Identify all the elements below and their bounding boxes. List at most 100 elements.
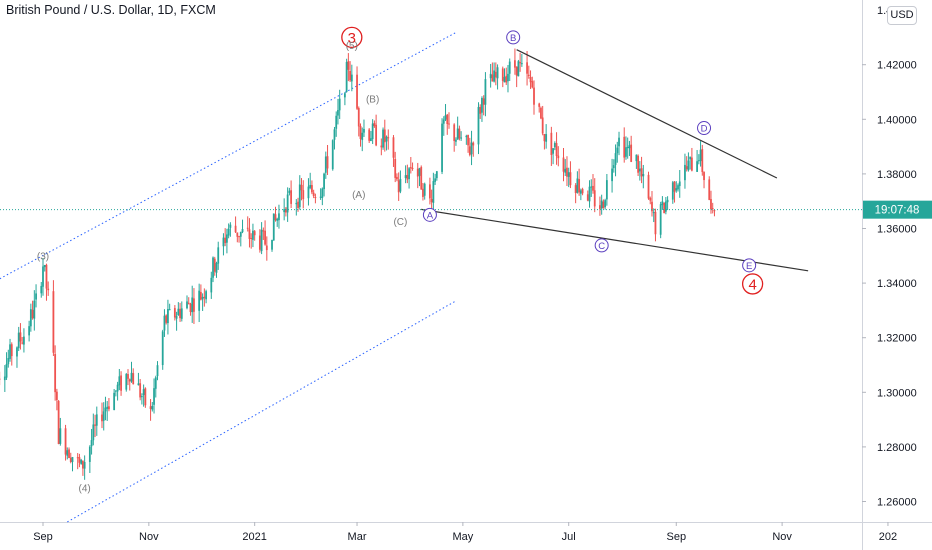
candle-body	[69, 457, 72, 462]
candle-body	[40, 285, 43, 294]
candle-body	[337, 110, 339, 116]
candle-body	[684, 164, 686, 181]
candle-body	[33, 300, 36, 319]
candle-body	[677, 185, 679, 190]
candle-body	[467, 134, 469, 146]
candle-body	[250, 237, 253, 239]
candle-body	[396, 176, 398, 180]
time-tick-label: Sep	[33, 531, 53, 543]
candle-body	[118, 376, 121, 386]
candle-body	[446, 114, 449, 125]
candle-body	[241, 229, 244, 233]
candle-body	[625, 147, 627, 157]
candle-body	[371, 123, 374, 140]
candle-body	[517, 61, 520, 77]
candle-body	[675, 188, 678, 191]
time-tick-label: Sep	[666, 531, 686, 543]
wave-3-circle	[341, 26, 363, 49]
chart-title: British Pound / U.S. Dollar, 1D, FXCM	[6, 3, 216, 17]
candle-body	[531, 81, 534, 88]
candle-body	[697, 160, 700, 162]
candle-body	[647, 174, 650, 199]
candle-body	[151, 405, 154, 410]
candle-body	[491, 74, 494, 82]
candle-body	[453, 124, 456, 142]
price-tick-label: 1.34000	[877, 278, 917, 290]
candle-body	[248, 229, 251, 239]
candle-body	[703, 172, 705, 181]
candle-body	[385, 136, 388, 142]
candle-body	[106, 406, 109, 409]
candle-body	[224, 237, 227, 244]
wave-4-label: 4	[748, 276, 756, 293]
candle-body	[108, 406, 110, 410]
candle-body	[187, 302, 190, 305]
candle-body	[638, 168, 641, 172]
candle-body	[359, 125, 362, 140]
candle-body	[545, 134, 548, 142]
wave-3-label: 3	[348, 30, 356, 47]
candle-body	[130, 372, 133, 382]
wave-A-label: A	[427, 210, 434, 221]
candle-body	[213, 258, 216, 272]
candle-body	[17, 332, 20, 349]
candle-body	[236, 232, 239, 237]
channel-lower-line	[67, 300, 457, 523]
last-price-tag-bg	[863, 200, 932, 219]
candle-body	[465, 135, 468, 138]
candle-body	[567, 172, 570, 177]
candle-body	[661, 201, 664, 206]
candle-body	[23, 336, 25, 345]
candle-body	[383, 129, 386, 143]
time-axis[interactable]: Sep Nov 2021 Mar May Jul Sep Nov 202	[33, 522, 897, 543]
candle-body	[618, 137, 620, 147]
price-axis[interactable]: 1.26000 1.28000 1.30000 1.32000 1.34000 1.360…	[862, 5, 917, 509]
candle-body	[302, 190, 305, 200]
candle-body	[199, 291, 202, 300]
price-tick-label: 1.30000	[877, 387, 917, 399]
trendline-lower	[421, 208, 809, 272]
candle-body	[600, 200, 603, 209]
candle-body	[66, 450, 69, 456]
candle-body	[335, 115, 338, 129]
candle-body	[432, 181, 435, 203]
wave-D-circle	[697, 121, 712, 136]
candle-body	[540, 107, 542, 119]
candle-body	[356, 74, 358, 109]
candle-body	[507, 73, 509, 82]
candle-body	[489, 73, 492, 79]
candle-body	[101, 414, 103, 422]
candle-body	[116, 384, 119, 392]
candle-body	[533, 87, 535, 105]
candle-body	[418, 168, 421, 176]
candle-body	[55, 391, 58, 401]
candle-body	[429, 184, 431, 199]
candle-body	[456, 128, 459, 140]
channel-upper-line	[0, 32, 457, 280]
candle-body	[642, 174, 645, 177]
last-price-tag-text: 19:07:48	[875, 205, 920, 217]
candle-body	[552, 148, 554, 154]
candle-body	[574, 185, 577, 194]
candle-body	[125, 373, 128, 390]
candle-body	[238, 236, 240, 238]
candle-body	[678, 181, 681, 187]
candle-body	[538, 103, 541, 107]
currency-button[interactable]: USD	[887, 6, 917, 25]
candle-body	[557, 155, 560, 159]
candle-body	[640, 168, 643, 177]
candle-body	[553, 143, 556, 148]
candle-body	[566, 167, 568, 177]
candle-body	[604, 200, 607, 208]
candle-body	[659, 204, 662, 235]
candle-body	[444, 115, 447, 120]
candle-body	[472, 142, 475, 146]
candle-body	[637, 155, 640, 173]
candle-body	[21, 342, 24, 344]
wave-annotations: 3(5) (B) (A) (C) (3) (4) B A C D E 4	[37, 26, 764, 494]
wave-4-circle	[741, 273, 764, 295]
candle-body	[253, 231, 256, 236]
candle-body	[711, 208, 714, 210]
candle-body	[29, 309, 32, 327]
